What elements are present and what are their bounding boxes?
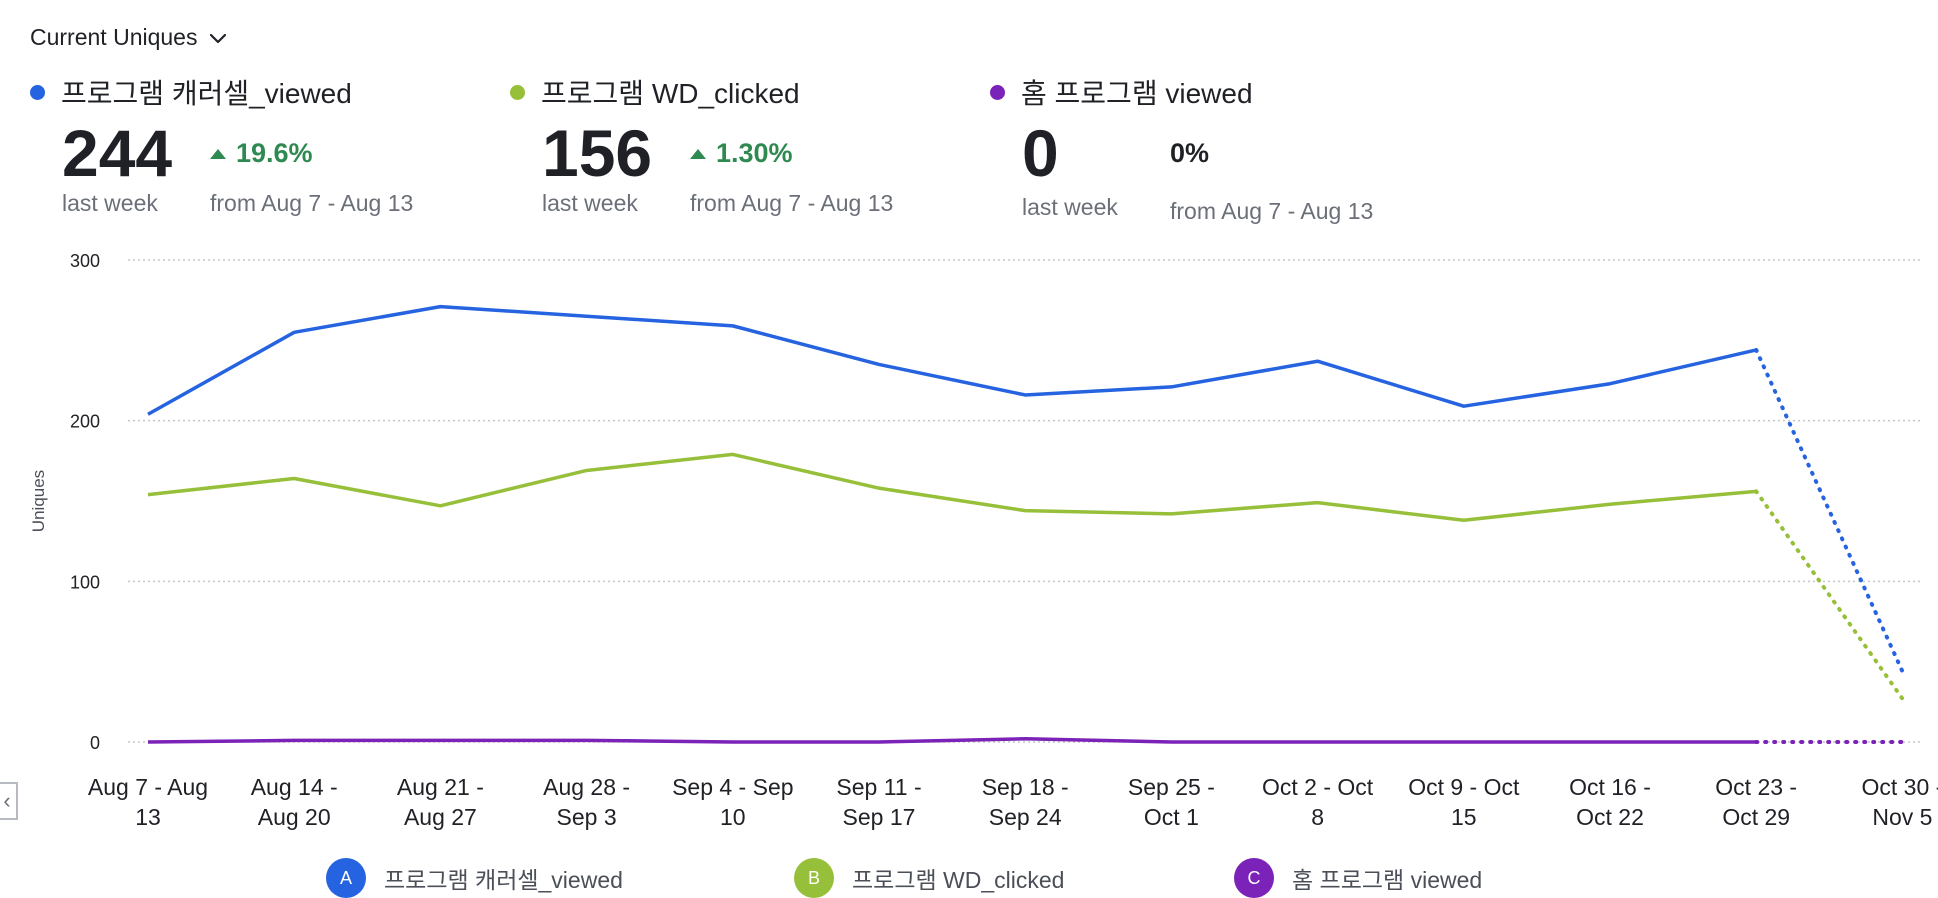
legend-item-c[interactable]: C 홈 프로그램 viewed xyxy=(1234,858,1482,898)
arrow-up-icon xyxy=(210,148,226,159)
stat-change-value: 0% xyxy=(1170,138,1210,168)
legend-item-b[interactable]: B 프로그램 WD_clicked xyxy=(794,858,1064,898)
x-tick-label: Sep 4 - Sep 10 xyxy=(672,774,793,830)
stat-value: 0 xyxy=(1022,116,1059,190)
x-tick-label: Aug 7 - Aug 13 xyxy=(88,774,208,830)
x-tick-label: Sep 18 -Sep 24 xyxy=(982,774,1069,830)
x-tick-label: Oct 23 -Oct 29 xyxy=(1715,774,1797,830)
stat-compare: from Aug 7 - Aug 13 xyxy=(1170,198,1374,224)
arrow-up-icon xyxy=(690,148,706,159)
y-tick-label: 100 xyxy=(70,572,100,592)
x-tick-label: Aug 28 -Sep 3 xyxy=(543,774,630,830)
y-axis-label: Uniques xyxy=(29,470,48,532)
legend-badge-a: A xyxy=(326,858,366,898)
series-line-b xyxy=(147,452,1757,523)
x-tick-label: Oct 16 -Oct 22 xyxy=(1569,774,1651,830)
x-tick-label: Oct 9 - Oct 15 xyxy=(1408,774,1520,830)
series-incomplete-line-a xyxy=(1754,347,1905,674)
stat-series-name: 프로그램 캐러셀_viewed xyxy=(30,72,352,112)
legend-label: 프로그램 캐러셀_viewed xyxy=(384,867,623,893)
legend-item-a[interactable]: A 프로그램 캐러셀_viewed xyxy=(326,858,623,898)
x-tick-label: Oct 30 -Nov 5 xyxy=(1861,774,1938,830)
series-line-a xyxy=(147,304,1757,416)
y-tick-label: 300 xyxy=(70,251,100,271)
stat-change: 1.30% xyxy=(690,138,793,169)
stat-block-b: 프로그램 WD_clicked 156 last week 1.30% from… xyxy=(510,68,980,228)
line-chart: 0 100 200 300 Uniques Aug 7 - Aug 13 Aug 14 -Au… xyxy=(29,251,1938,830)
legend-badge-b: B xyxy=(794,858,834,898)
series-a-dot-icon xyxy=(30,84,45,100)
stat-name-label: 프로그램 캐러셀_viewed xyxy=(61,78,352,109)
stat-period: last week xyxy=(1022,194,1118,220)
series-line-c xyxy=(147,737,1757,744)
stat-name-label: 홈 프로그램 viewed xyxy=(1021,78,1253,109)
stat-change-value: 19.6% xyxy=(236,138,313,168)
legend-label: 프로그램 WD_clicked xyxy=(852,867,1065,893)
series-b-dot-icon xyxy=(510,84,525,100)
stat-value: 244 xyxy=(62,116,173,190)
series-c-dot-icon xyxy=(990,84,1005,100)
legend-badge-c: C xyxy=(1234,858,1274,898)
stat-change-value: 1.30% xyxy=(716,138,793,168)
stat-change: 19.6% xyxy=(210,138,313,169)
y-tick-label: 200 xyxy=(70,412,100,432)
stat-compare: from Aug 7 - Aug 13 xyxy=(210,190,414,216)
chevron-down-icon xyxy=(210,33,227,43)
x-tick-label: Sep 25 -Oct 1 xyxy=(1128,774,1215,830)
stat-value: 156 xyxy=(542,116,653,190)
stat-period: last week xyxy=(62,190,158,216)
y-tick-label: 0 xyxy=(90,733,100,753)
x-tick-label: Aug 21 -Aug 27 xyxy=(397,774,484,830)
stat-series-name: 프로그램 WD_clicked xyxy=(510,72,800,112)
stat-block-c: 홈 프로그램 viewed 0 last week 0% from Aug 7 … xyxy=(990,68,1460,228)
metric-dropdown-label: Current Uniques xyxy=(30,24,198,50)
stat-period: last week xyxy=(542,190,638,216)
x-tick-label: Sep 11 -Sep 17 xyxy=(836,774,921,830)
legend-label: 홈 프로그램 viewed xyxy=(1292,867,1483,893)
stat-block-a: 프로그램 캐러셀_viewed 244 last week 19.6% from… xyxy=(30,68,500,228)
series-incomplete-line-b xyxy=(1754,489,1905,701)
stat-series-name: 홈 프로그램 viewed xyxy=(990,72,1253,112)
stat-name-label: 프로그램 WD_clicked xyxy=(541,78,800,109)
stat-compare: from Aug 7 - Aug 13 xyxy=(690,190,894,216)
x-tick-label: Aug 14 -Aug 20 xyxy=(251,774,338,830)
metric-dropdown[interactable]: Current Uniques xyxy=(30,24,229,51)
x-tick-label: Oct 2 - Oct 8 xyxy=(1262,774,1374,830)
scroll-left-button[interactable]: ‹ xyxy=(0,782,18,820)
stat-change: 0% xyxy=(1170,138,1209,169)
